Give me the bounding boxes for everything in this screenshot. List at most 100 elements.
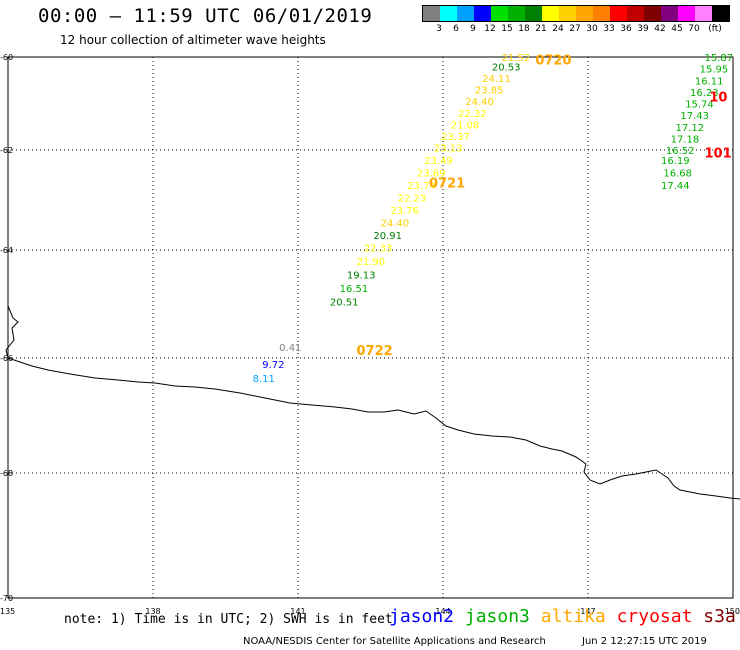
satellite-name: jason2 [389,606,455,627]
wave-height-value: 21.08 [451,120,480,131]
legend-swatch [576,6,593,21]
wave-height-value: 8.11 [253,374,275,385]
satellite-name: cryosat [605,606,693,627]
satellite-name: altika [529,606,606,627]
wave-height-value: 21.90 [357,257,386,268]
legend-label: 6 [453,24,459,34]
wave-height-value: 22.23 [398,194,427,205]
track-label: 0722 [357,344,393,359]
wave-height-value: 20.51 [330,297,359,308]
wave-height-value: 24.11 [482,74,511,85]
track-label: 0720 [535,53,571,68]
legend-label: 15 [501,24,513,34]
legend-label: 36 [620,24,632,34]
legend-label: 70 [688,24,700,34]
wave-height-value: 19.13 [347,270,376,281]
legend-label: 21 [535,24,547,34]
wave-height-value: 16.19 [661,156,690,167]
satellite-name: s3a [692,606,736,627]
wave-height-value: 15.74 [685,100,714,111]
map-title: 00:00 – 11:59 UTC 06/01/2019 [38,5,373,27]
satellite-name: jason3 [454,606,530,627]
wave-height-value: 23.85 [475,86,504,97]
lat-tick-label: -62 [0,146,13,155]
antarctic-coastline [5,305,740,500]
axis-labels: -60 -62 -64 -66 -68 -70 135 138 141 144 147 150 [0,53,740,616]
wave-height-value: 22.33 [364,244,393,255]
legend-swatch [593,6,610,21]
wave-height-value: 23.74 [407,181,436,192]
wave-height-value: 20.91 [373,231,402,242]
wave-height-value: 20.53 [492,62,521,73]
lon-tick-label: 147 [580,607,595,616]
lon-tick-label: 135 [0,607,15,616]
lat-tick-label: -60 [0,53,13,62]
wave-height-value: 16.68 [663,169,692,180]
legend-labels: 3 6 9 12 15 18 21 24 27 30 33 36 39 42 45 70 (ft) [422,22,730,34]
track-labels: 0720 0721 0722 101 10 [357,53,732,359]
satellite-legend: jason2 jason3 altika cryosat s3a [389,606,736,627]
wave-height-value: 0.41 [279,343,301,354]
legend-swatch [508,6,525,21]
legend-swatch [644,6,661,21]
wave-height-value: 21.52 [502,53,531,64]
map-subtitle: 12 hour collection of altimeter wave hei… [60,33,326,47]
legend-swatch [610,6,627,21]
legend-swatch [559,6,576,21]
legend-label: 39 [637,24,649,34]
legend-label: 9 [470,24,476,34]
legend-swatch [542,6,559,21]
wave-height-value: 16.23 [690,88,719,99]
legend-swatch [712,6,729,21]
lat-tick-label: -68 [0,469,13,478]
wave-height-value: 16.11 [695,76,724,87]
units-note: note: 1) Time is in UTC; 2) SWH is in fe… [64,612,393,627]
wave-height-value: 23.76 [390,206,419,217]
legend-swatch [661,6,678,21]
wave-height-value: 17.18 [671,134,700,145]
legend-swatch [457,6,474,21]
track-label: 10 [709,91,727,106]
legend-label: 33 [603,24,615,34]
track-label: 101 [705,147,732,162]
wave-height-value: 23.13 [434,144,463,155]
legend-swatch [627,6,644,21]
footer-credit: NOAA/NESDIS Center for Satellite Applica… [243,636,546,647]
wave-height-value: 17.43 [680,111,709,122]
graticule [7,56,734,599]
legend-label: 18 [518,24,530,34]
legend-swatch [678,6,695,21]
legend-label: 42 [654,24,666,34]
legend-label: 12 [484,24,496,34]
lon-tick-label: 141 [290,607,305,616]
wave-height-value: 15.95 [700,65,729,76]
wave-height-value: 24.40 [381,219,410,230]
lon-tick-label: 138 [145,607,160,616]
lat-tick-label: -66 [0,354,13,363]
lon-tick-label: 144 [435,607,450,616]
wave-height-value: 23.49 [424,156,453,167]
legend-swatch [423,6,440,21]
legend-swatch [695,6,712,21]
wave-height-value: 15.87 [705,53,734,64]
wave-height-value: 9.72 [262,360,284,371]
wave-height-value: 22.32 [458,109,487,120]
map-frame [7,56,734,599]
legend-swatch [440,6,457,21]
wave-height-value: 16.52 [666,146,695,157]
footer-timestamp: Jun 2 12:27:15 UTC 2019 [582,636,707,647]
legend-label: 45 [671,24,683,34]
legend-swatches [422,5,730,22]
wave-height-value: 23.37 [441,132,470,143]
legend-label: 27 [569,24,581,34]
legend-label: 30 [586,24,598,34]
legend-swatch [474,6,491,21]
color-legend: 3 6 9 12 15 18 21 24 27 30 33 36 39 42 45 70 (ft) [422,5,730,34]
track-label: 0721 [429,177,465,192]
wave-height-value: 16.51 [340,284,369,295]
wave-height-value: 17.44 [661,181,690,192]
wave-height-value: 23.69 [417,169,446,180]
legend-label: 3 [436,24,442,34]
